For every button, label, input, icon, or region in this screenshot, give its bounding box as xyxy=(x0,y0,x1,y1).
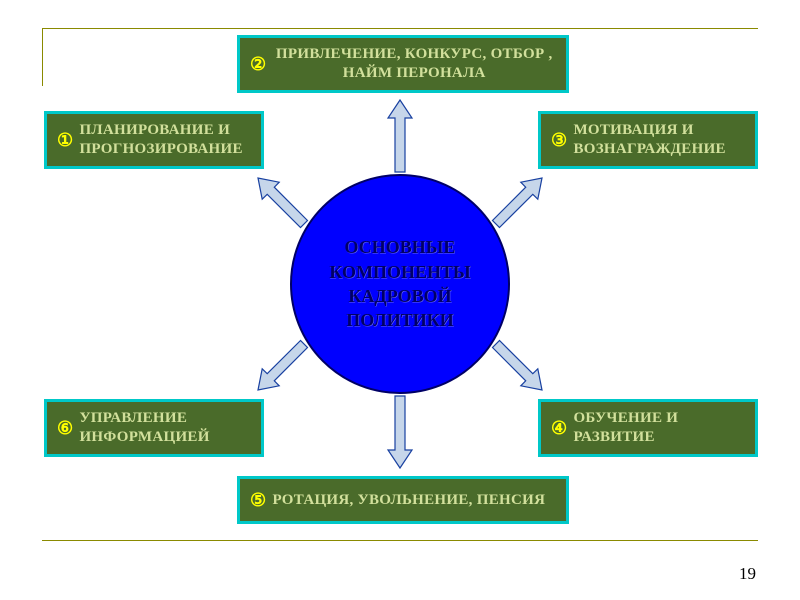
circled-1-icon: ① xyxy=(57,129,73,152)
circled-5-icon: ⑤ xyxy=(250,489,266,512)
page-number: 19 xyxy=(739,564,756,584)
center-l3: КАДРОВОЙ xyxy=(348,286,451,306)
box-planning-label: ПЛАНИРОВАНИЕ И ПРОГНОЗИРОВАНИЕ xyxy=(79,121,251,159)
box-info-management: ⑥ УПРАВЛЕНИЕ ИНФОРМАЦИЕЙ xyxy=(44,399,264,457)
arrow-icon xyxy=(388,396,412,468)
box-recruitment-label: ПРИВЛЕЧЕНИЕ, КОНКУРС, ОТБОР , НАЙМ ПЕРОН… xyxy=(272,45,556,83)
box-planning: ① ПЛАНИРОВАНИЕ И ПРОГНОЗИРОВАНИЕ xyxy=(44,111,264,169)
circled-3-icon: ③ xyxy=(551,129,567,152)
box-info-management-label: УПРАВЛЕНИЕ ИНФОРМАЦИЕЙ xyxy=(79,409,251,447)
arrow-icon xyxy=(258,341,308,391)
box-rotation: ⑤ РОТАЦИЯ, УВОЛЬНЕНИЕ, ПЕНСИЯ xyxy=(237,476,569,524)
box-recruitment: ② ПРИВЛЕЧЕНИЕ, КОНКУРС, ОТБОР , НАЙМ ПЕР… xyxy=(237,35,569,93)
box-motivation-label: МОТИВАЦИЯ И ВОЗНАГРАЖДЕНИЕ xyxy=(573,121,745,159)
box-motivation: ③ МОТИВАЦИЯ И ВОЗНАГРАЖДЕНИЕ xyxy=(538,111,758,169)
center-l4: ПОЛИТИКИ xyxy=(346,310,454,330)
circled-2-icon: ② xyxy=(250,53,266,76)
center-l1: ОСНОВНЫЕ xyxy=(345,237,456,257)
circled-6-icon: ⑥ xyxy=(57,417,73,440)
center-text: ОСНОВНЫЕ КОМПОНЕНТЫ КАДРОВОЙ ПОЛИТИКИ xyxy=(329,235,470,332)
center-l2: КОМПОНЕНТЫ xyxy=(329,262,470,282)
center-circle: ОСНОВНЫЕ КОМПОНЕНТЫ КАДРОВОЙ ПОЛИТИКИ xyxy=(290,174,510,394)
arrow-icon xyxy=(493,341,543,391)
circled-4-icon: ④ xyxy=(551,417,567,440)
arrow-icon xyxy=(388,100,412,172)
box-training-label: ОБУЧЕНИЕ И РАЗВИТИЕ xyxy=(573,409,745,447)
box-training: ④ ОБУЧЕНИЕ И РАЗВИТИЕ xyxy=(538,399,758,457)
box-rotation-label: РОТАЦИЯ, УВОЛЬНЕНИЕ, ПЕНСИЯ xyxy=(272,491,545,510)
arrow-icon xyxy=(258,178,308,228)
arrow-icon xyxy=(493,178,543,228)
